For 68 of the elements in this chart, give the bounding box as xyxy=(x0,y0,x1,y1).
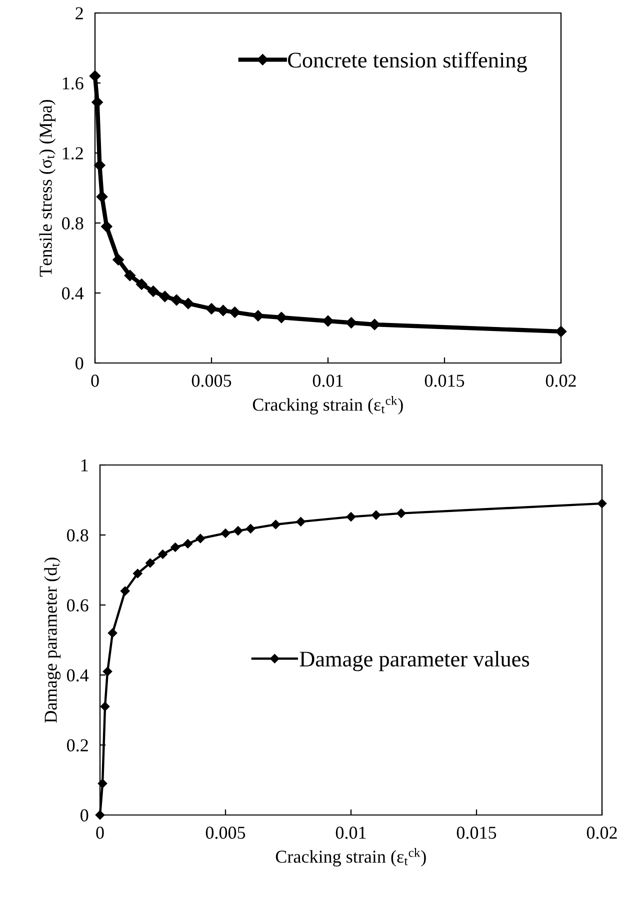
x-tick-label: 0.02 xyxy=(586,826,617,839)
point xyxy=(218,304,229,316)
point xyxy=(196,534,206,544)
point xyxy=(555,326,567,338)
y-tick-label: 0.8 xyxy=(67,529,88,542)
point xyxy=(133,568,142,578)
point xyxy=(346,317,357,328)
x-axis-title: Cracking strain (ε$_{t}$$^{ck}$) xyxy=(252,396,403,415)
point xyxy=(368,318,380,330)
y-axis-title: Damage parameter (d$_{t}$) xyxy=(44,558,61,723)
point xyxy=(346,512,356,522)
point xyxy=(220,528,230,538)
point xyxy=(94,160,106,171)
point xyxy=(170,294,182,306)
point xyxy=(100,702,110,712)
point xyxy=(136,278,148,290)
y-tick-label: 0.4 xyxy=(62,287,84,300)
point xyxy=(371,510,381,520)
point xyxy=(108,628,118,638)
x-axis-title: Cracking strain (ε$_{t}$$^{ck}$) xyxy=(276,848,426,867)
point xyxy=(396,508,406,518)
point xyxy=(183,539,192,548)
point xyxy=(98,778,108,788)
point xyxy=(146,558,155,568)
point xyxy=(158,550,168,559)
y-tick-label: 2 xyxy=(76,7,83,20)
point xyxy=(206,303,218,314)
point xyxy=(182,298,194,310)
point xyxy=(170,542,180,552)
point xyxy=(276,312,288,324)
legend-label: Concrete tension stiffening xyxy=(288,52,527,72)
y-tick-label: 0 xyxy=(76,357,84,370)
y-tick-label: 0.4 xyxy=(67,669,89,682)
point xyxy=(102,666,112,676)
y-tick-label: 0 xyxy=(80,809,88,822)
y-tick-label: 1 xyxy=(81,459,88,472)
x-tick-label: 0.01 xyxy=(336,826,366,839)
point xyxy=(296,517,306,526)
y-tick-label: 0.6 xyxy=(67,599,88,612)
y-tick-label: 1.6 xyxy=(62,77,84,90)
point xyxy=(101,220,112,232)
x-tick-label: 0.01 xyxy=(312,374,343,387)
point xyxy=(229,306,240,318)
point xyxy=(148,286,159,297)
x-tick-label: 0.015 xyxy=(456,826,496,839)
point xyxy=(252,310,264,322)
point xyxy=(246,524,256,534)
point xyxy=(159,290,171,302)
point xyxy=(597,498,607,508)
x-tick-label: 0 xyxy=(91,374,99,387)
point xyxy=(120,586,130,596)
y-tick-label: 0.8 xyxy=(62,217,84,230)
y-tick-label: 1.2 xyxy=(62,147,83,160)
x-tick-label: 0.02 xyxy=(546,374,576,387)
point xyxy=(271,520,280,530)
legend-label: Damage parameter values xyxy=(300,650,530,672)
point xyxy=(322,315,334,327)
point xyxy=(124,270,136,282)
point xyxy=(112,254,124,266)
x-tick-label: 0 xyxy=(96,826,104,839)
y-axis-title: Tensile stress (σ$_{t}$) (Mpa) xyxy=(39,100,56,277)
point xyxy=(89,70,101,82)
x-tick-label: 0.005 xyxy=(206,826,246,839)
x-tick-label: 0.005 xyxy=(192,374,232,387)
y-tick-label: 0.2 xyxy=(67,739,88,752)
point xyxy=(96,191,108,202)
x-tick-label: 0.015 xyxy=(424,374,464,387)
point xyxy=(233,526,243,536)
